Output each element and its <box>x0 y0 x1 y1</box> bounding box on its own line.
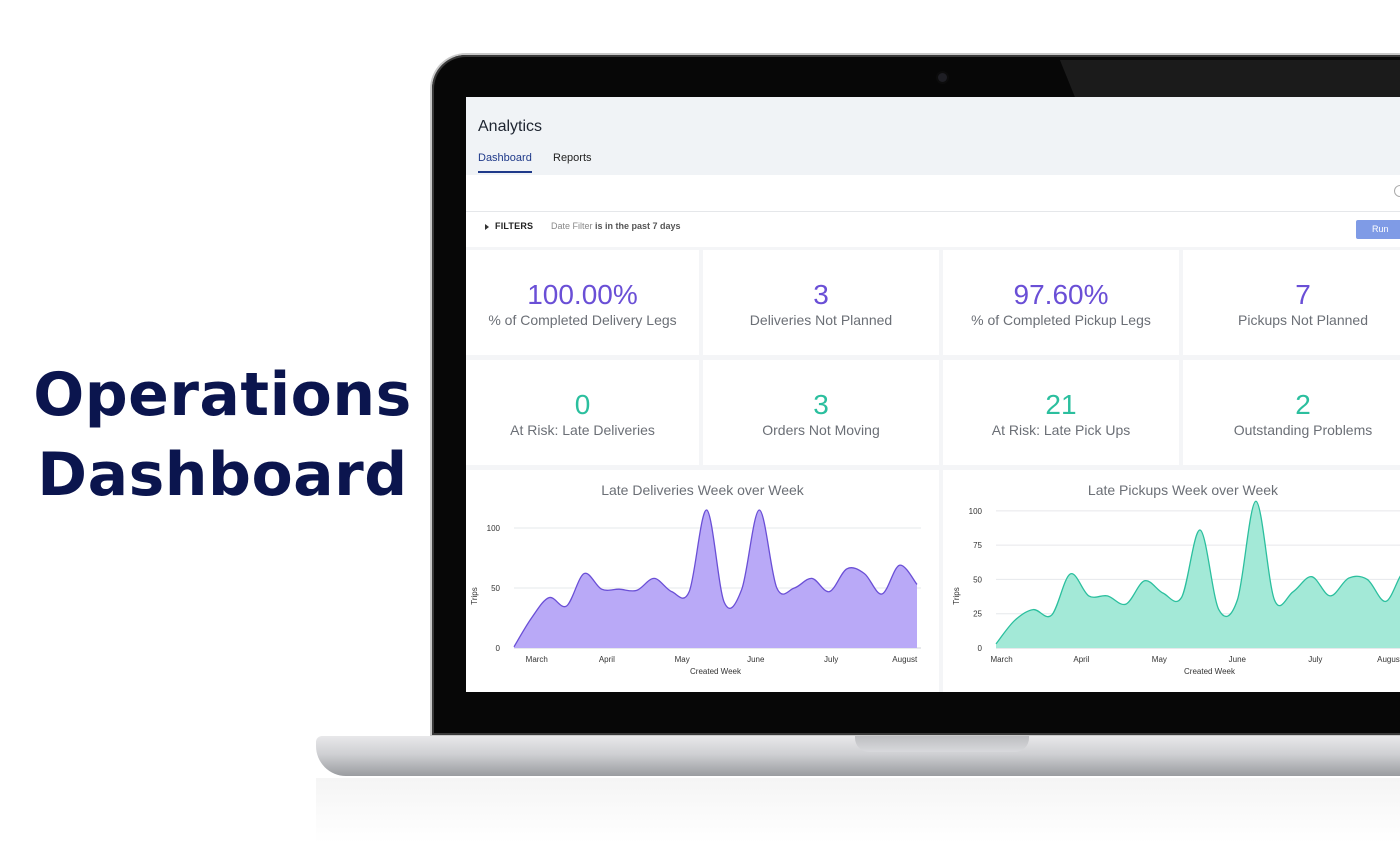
x-axis-title: Created Week <box>690 667 742 676</box>
y-tick-label: 50 <box>491 584 500 593</box>
run-button[interactable]: Run <box>1356 220 1400 239</box>
kpi-value: 0 <box>574 389 591 420</box>
tab-dashboard[interactable]: Dashboard <box>478 152 532 173</box>
chart-svg: 0 25 50 75 100 March April May June July August Cre… <box>952 500 1400 676</box>
y-tick-label: 100 <box>969 507 983 516</box>
laptop-reflection <box>316 778 1400 843</box>
kpi-value: 7 <box>1295 279 1311 310</box>
y-tick-label: 100 <box>487 524 501 533</box>
settings-icon[interactable] <box>1394 185 1400 197</box>
kpi-tile[interactable]: 3 Deliveries Not Planned <box>703 250 939 355</box>
y-tick-label: 25 <box>973 610 982 619</box>
x-tick-label: March <box>526 655 548 664</box>
x-tick-label: April <box>599 655 615 664</box>
filter-condition: is in the past 7 days <box>595 221 681 231</box>
kpi-label: Outstanding Problems <box>1233 422 1373 438</box>
toolbar <box>466 175 1400 212</box>
y-axis-title: Trips <box>952 587 961 604</box>
x-tick-label: August <box>1377 655 1400 664</box>
dashboard-grid: 100.00% % of Completed Delivery Legs 3 D… <box>466 247 1400 692</box>
hero-title-line-2: Dashboard <box>37 440 408 510</box>
series-line <box>995 500 1400 645</box>
chart-title: Late Deliveries Week over Week <box>601 482 804 498</box>
kpi-value: 2 <box>1295 389 1311 420</box>
kpi-label: At Risk: Late Pick Ups <box>991 422 1131 438</box>
late-pickups-chart: Late Pickups Week over Week 0 25 50 75 100 Ma… <box>943 470 1400 692</box>
kpi-label: Deliveries Not Planned <box>749 312 893 328</box>
x-tick-label: June <box>747 655 765 664</box>
kpi-label: Pickups Not Planned <box>1238 312 1368 328</box>
kpi-tile[interactable]: 100.00% % of Completed Delivery Legs <box>466 250 699 355</box>
kpi-value: 3 <box>813 389 829 420</box>
kpi-tile[interactable]: 97.60% % of Completed Pickup Legs <box>943 250 1179 355</box>
y-axis-title: Trips <box>470 587 479 604</box>
kpi-tile[interactable]: 3 Orders Not Moving <box>703 360 939 465</box>
hero-title: Operations Dashboard <box>0 355 445 515</box>
laptop-hinge-notch <box>855 736 1029 752</box>
kpi-label: % of Completed Delivery Legs <box>488 312 677 328</box>
kpi-value: 3 <box>813 279 829 310</box>
laptop-screen-glare <box>1059 60 1400 100</box>
kpi-tile[interactable]: 21 At Risk: Late Pick Ups <box>943 360 1179 465</box>
kpi-label: Orders Not Moving <box>762 422 880 438</box>
kpi-tile[interactable]: 0 At Risk: Late Deliveries <box>466 360 699 465</box>
x-tick-label: May <box>675 655 690 664</box>
filter-summary: Date Filter is in the past 7 days <box>551 221 681 231</box>
y-tick-label: 0 <box>496 644 501 653</box>
kpi-label: % of Completed Pickup Legs <box>971 312 1151 328</box>
hero-title-line-1: Operations <box>33 360 412 430</box>
x-axis-title: Created Week <box>1184 667 1236 676</box>
filters-toggle[interactable]: FILTERS <box>495 221 534 231</box>
series-line <box>513 509 918 648</box>
y-tick-label: 75 <box>973 541 982 550</box>
filter-bar: FILTERS Date Filter is in the past 7 day… <box>466 211 1400 247</box>
caret-right-icon[interactable] <box>485 224 489 230</box>
kpi-value: 100.00% <box>527 279 638 310</box>
filter-field: Date Filter <box>551 221 593 231</box>
kpi-tile[interactable]: 2 Outstanding Problems <box>1183 360 1400 465</box>
x-tick-label: May <box>1152 655 1167 664</box>
x-tick-label: July <box>1308 655 1322 664</box>
laptop-screen: Analytics Dashboard Reports FILTERS Date… <box>466 97 1400 692</box>
y-tick-label: 0 <box>978 644 983 653</box>
y-tick-label: 50 <box>973 575 982 584</box>
kpi-tile[interactable]: 7 Pickups Not Planned <box>1183 250 1400 355</box>
kpi-value: 21 <box>1045 389 1077 420</box>
x-tick-label: June <box>1229 655 1247 664</box>
x-tick-label: March <box>990 655 1012 664</box>
x-tick-label: April <box>1073 655 1089 664</box>
kpi-label: At Risk: Late Deliveries <box>510 422 655 438</box>
tab-reports[interactable]: Reports <box>553 152 592 164</box>
kpi-value: 97.60% <box>1013 279 1109 310</box>
x-tick-label: July <box>824 655 838 664</box>
laptop-camera <box>938 73 947 82</box>
chart-title: Late Pickups Week over Week <box>1087 482 1279 498</box>
series-area <box>514 509 917 648</box>
series-area <box>996 501 1400 648</box>
page-title: Analytics <box>478 118 543 135</box>
app-header: Analytics Dashboard Reports <box>466 97 1400 175</box>
late-deliveries-chart: Late Deliveries Week over Week 0 50 100 Mar… <box>466 470 939 692</box>
x-tick-label: August <box>892 655 918 664</box>
chart-svg: 0 50 100 March April May June July August Created… <box>470 509 921 676</box>
